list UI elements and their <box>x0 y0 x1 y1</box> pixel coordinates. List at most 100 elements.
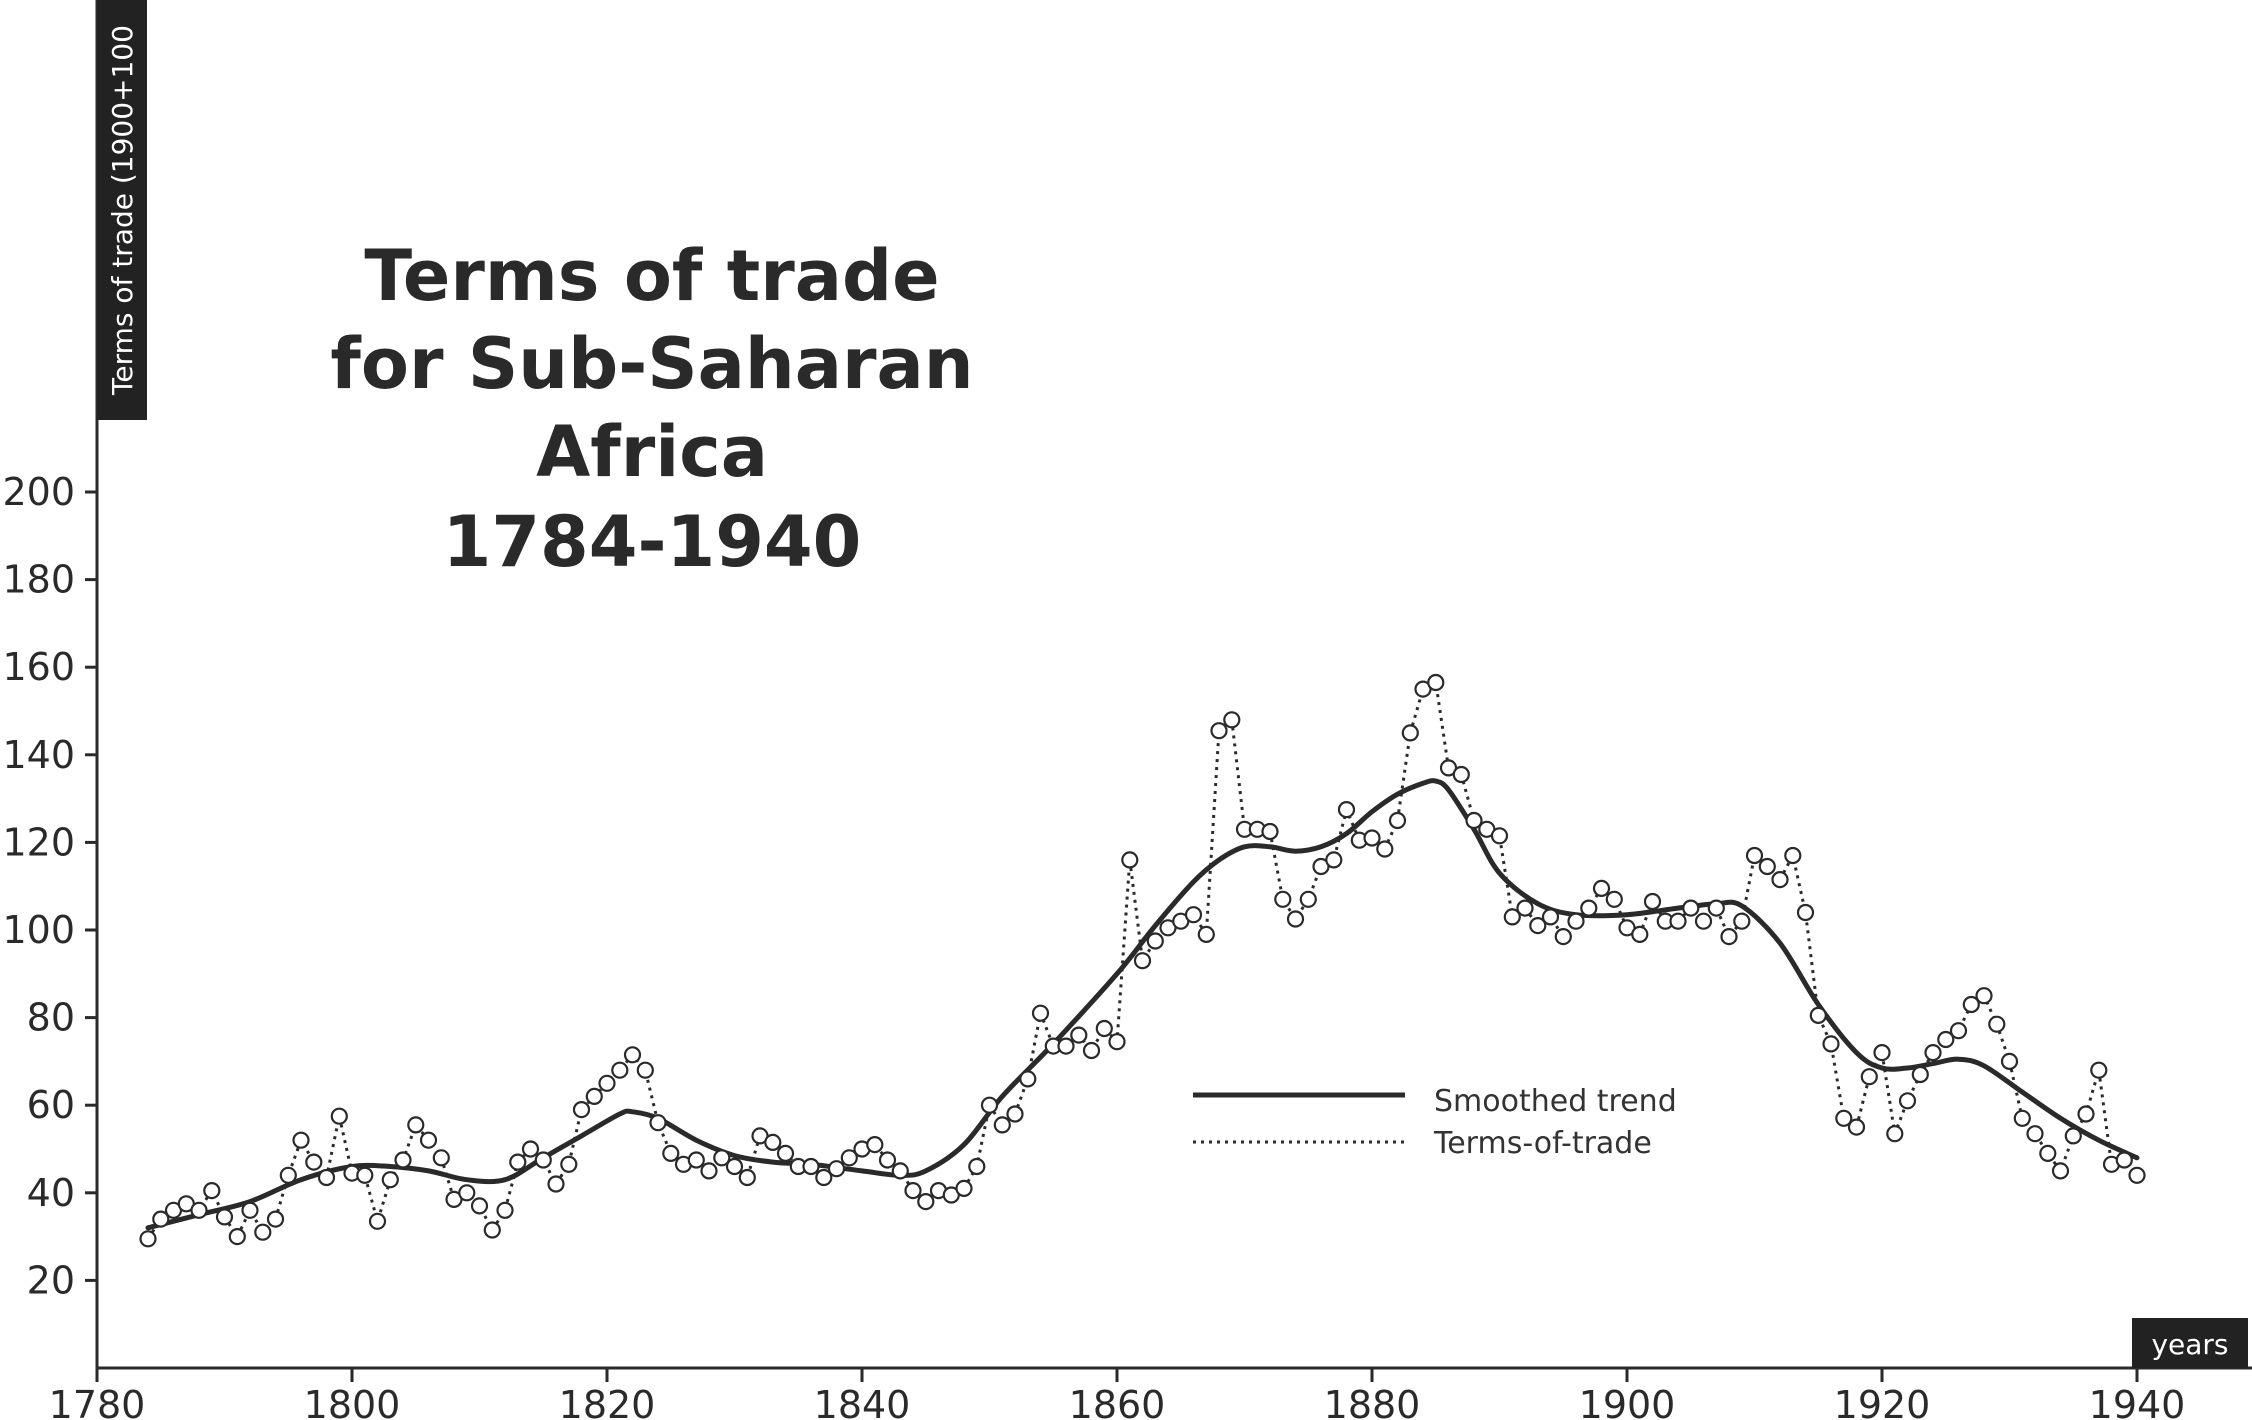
terms-of-trade-point <box>1605 890 1623 908</box>
terms-of-trade-point <box>509 1153 527 1171</box>
terms-of-trade-point <box>1988 1015 2006 1033</box>
terms-of-trade-point <box>1694 912 1713 930</box>
terms-of-trade-point <box>968 1157 986 1176</box>
terms-of-trade-point <box>1975 987 1993 1005</box>
terms-of-trade-point <box>649 1114 667 1132</box>
terms-of-trade-point <box>1465 811 1483 830</box>
terms-of-trade-point <box>598 1074 616 1092</box>
terms-of-trade-point <box>547 1175 565 1193</box>
x-axis-ticks: 1780 1800 1820 1840 1860 1880 1900 1920 1940 <box>49 1368 2185 1420</box>
terms-of-trade-point <box>917 1192 935 1211</box>
terms-of-trade-point <box>662 1144 680 1163</box>
terms-of-trade-point <box>1924 1043 1942 1062</box>
terms-of-trade-points <box>139 673 2146 1248</box>
terms-of-trade-point <box>611 1061 629 1079</box>
terms-of-trade-point <box>2128 1166 2146 1184</box>
terms-of-trade-point <box>1210 722 1228 740</box>
terms-of-trade-point <box>419 1131 438 1149</box>
terms-of-trade-point <box>1490 827 1509 845</box>
terms-of-trade-point <box>190 1201 208 1219</box>
terms-of-trade-point <box>203 1181 221 1200</box>
y-tick-label: 140 <box>2 733 75 777</box>
title-line-3: Africa <box>536 411 768 493</box>
terms-of-trade-point <box>1682 899 1700 917</box>
y-tick-label: 120 <box>2 820 75 864</box>
terms-of-trade-point <box>1082 1041 1101 1060</box>
terms-of-trade-point <box>1886 1125 1904 1143</box>
y-tick-label: 200 <box>2 470 75 514</box>
terms-of-trade-point <box>1019 1070 1037 1088</box>
terms-of-trade-point <box>1121 851 1139 869</box>
terms-of-trade-point <box>1847 1118 1866 1136</box>
legend: Smoothed trend Terms-of-trade <box>1193 1084 1677 1161</box>
terms-of-trade-point <box>1337 800 1356 819</box>
terms-of-trade-point <box>1554 927 1572 946</box>
terms-of-trade-point <box>317 1168 336 1187</box>
terms-of-trade-point <box>1835 1109 1853 1127</box>
title-line-2: for Sub-Saharan <box>330 323 973 405</box>
terms-of-trade-point <box>1860 1068 1878 1086</box>
terms-of-trade-point <box>1707 899 1725 917</box>
terms-of-trade-point <box>483 1221 501 1239</box>
terms-of-trade-point <box>2115 1151 2133 1169</box>
terms-of-trade-point <box>1286 910 1305 928</box>
terms-of-trade-point <box>1580 899 1598 917</box>
terms-of-trade-point <box>764 1133 782 1152</box>
terms-of-trade-point <box>891 1162 909 1180</box>
terms-of-trade-point <box>1031 1004 1050 1022</box>
terms-of-trade-point <box>1427 673 1445 692</box>
terms-of-trade-point <box>1937 1030 1955 1049</box>
terms-of-trade-point <box>815 1168 833 1187</box>
terms-of-trade-point <box>254 1223 272 1241</box>
terms-of-trade-point <box>1643 892 1662 911</box>
legend-smoothed-label: Smoothed trend <box>1434 1084 1677 1119</box>
terms-of-trade-point <box>470 1197 489 1215</box>
terms-of-trade-point <box>241 1201 259 1219</box>
terms-of-trade-point <box>1758 857 1776 876</box>
terms-of-trade-point <box>1223 711 1241 729</box>
terms-of-trade-point <box>1720 927 1738 946</box>
terms-of-trade-point <box>1452 765 1470 784</box>
terms-of-trade-point <box>955 1179 973 1198</box>
x-tick-label: 1920 <box>1834 1383 1931 1420</box>
x-axis-label: years <box>2151 1328 2228 1361</box>
terms-of-trade-point <box>521 1140 540 1158</box>
y-tick-label: 180 <box>2 558 75 602</box>
terms-of-trade-point <box>1388 811 1407 830</box>
terms-of-trade-point <box>1325 851 1343 869</box>
terms-of-trade-point <box>1274 890 1292 908</box>
chart-title: Terms of trade for Sub-Saharan Africa 17… <box>330 235 973 583</box>
terms-of-trade-point <box>394 1151 412 1169</box>
terms-of-trade-point <box>1401 724 1419 742</box>
terms-of-trade-point <box>1299 890 1317 908</box>
terms-of-trade-point <box>904 1181 922 1200</box>
terms-of-trade-point <box>1809 1006 1827 1025</box>
terms-of-trade-point <box>266 1210 285 1228</box>
terms-of-trade-point <box>1133 952 1152 970</box>
smoothed-trend-line <box>145 778 2140 1231</box>
terms-of-trade-point <box>1541 908 1560 926</box>
terms-of-trade-point <box>1784 846 1802 865</box>
terms-of-trade-point <box>560 1155 578 1173</box>
terms-of-trade-point <box>572 1100 591 1119</box>
terms-of-trade-point <box>738 1168 756 1187</box>
y-axis-ticks: 20 40 60 80 100 120 140 160 180 200 <box>2 470 97 1302</box>
terms-of-trade-point <box>2051 1162 2070 1180</box>
terms-of-trade-point <box>1631 925 1649 944</box>
y-tick-label: 60 <box>27 1083 75 1127</box>
terms-of-trade-point <box>1898 1092 1917 1110</box>
terms-of-trade-point <box>305 1153 323 1171</box>
terms-of-trade-point <box>458 1184 476 1202</box>
terms-of-trade-point <box>1567 912 1585 930</box>
terms-of-trade-point <box>802 1157 820 1176</box>
y-tick-label: 20 <box>27 1258 75 1302</box>
terms-of-trade-point <box>1006 1105 1024 1123</box>
terms-of-trade-point <box>2026 1125 2044 1143</box>
y-tick-label: 40 <box>27 1171 75 1215</box>
terms-of-trade-point <box>700 1162 718 1180</box>
terms-of-trade-point <box>1516 899 1534 917</box>
x-tick-label: 1820 <box>559 1383 656 1420</box>
terms-of-trade-point <box>725 1157 744 1176</box>
terms-of-trade-point <box>585 1087 603 1106</box>
